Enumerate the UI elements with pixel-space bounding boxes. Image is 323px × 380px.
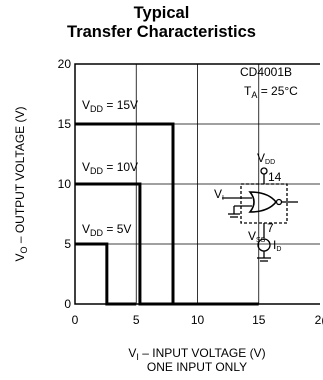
- x-axis-label-line2: ONE INPUT ONLY: [147, 360, 247, 374]
- x-axis-label: VI – INPUT VOLTAGE (V): [128, 346, 265, 362]
- vdd-10v-curve: [75, 182, 198, 306]
- y-tick-label: 20: [58, 57, 72, 71]
- y-axis-label: VO – OUTPUT VOLTAGE (V): [13, 106, 29, 261]
- chart-title: Typical Transfer Characteristics: [0, 4, 323, 42]
- vdd-5v-curve: [75, 242, 137, 306]
- series-label-15v: VDD = 15V: [82, 98, 138, 114]
- vdd-15v-curve: [75, 122, 259, 306]
- schematic-vi-label: VI: [214, 187, 224, 202]
- y-tick-label: 10: [58, 177, 72, 191]
- series-label-5v: VDD = 5V: [82, 222, 131, 238]
- schematic-id-label: ID: [273, 238, 281, 253]
- schematic-vdd-pin: 14: [268, 170, 282, 184]
- nor-gate-bubble: [275, 198, 283, 206]
- series-label-10v: VDD = 10V: [82, 160, 138, 176]
- x-tick-label: 2(: [315, 313, 323, 327]
- nor-gate-symbol: [248, 191, 278, 213]
- tick-label-layer: 0 5 10 15 2( 0 5 10 15 20: [58, 57, 323, 327]
- chart-title-line2: Transfer Characteristics: [67, 23, 256, 41]
- chart-title-line1: Typical: [133, 4, 190, 22]
- y-tick-label: 0: [64, 297, 71, 311]
- temperature-annotation: TA = 25°C: [244, 84, 298, 100]
- schematic-vdd-terminal: [260, 167, 268, 175]
- schematic-vss-label: VSS: [248, 229, 266, 244]
- x-tick-label: 0: [72, 313, 79, 327]
- schematic-vss-pin: 7: [267, 221, 274, 235]
- x-tick-label: 10: [191, 313, 205, 327]
- schematic-vdd-label: VDD: [257, 151, 275, 166]
- x-tick-label: 5: [133, 313, 140, 327]
- device-annotation: CD4001B: [240, 65, 292, 79]
- test-circuit-schematic: VDD 14 VI VSS 7 ID: [214, 151, 298, 262]
- x-tick-label: 15: [252, 313, 266, 327]
- y-tick-label: 5: [64, 237, 71, 251]
- series-layer: [75, 122, 259, 306]
- y-tick-label: 15: [58, 117, 72, 131]
